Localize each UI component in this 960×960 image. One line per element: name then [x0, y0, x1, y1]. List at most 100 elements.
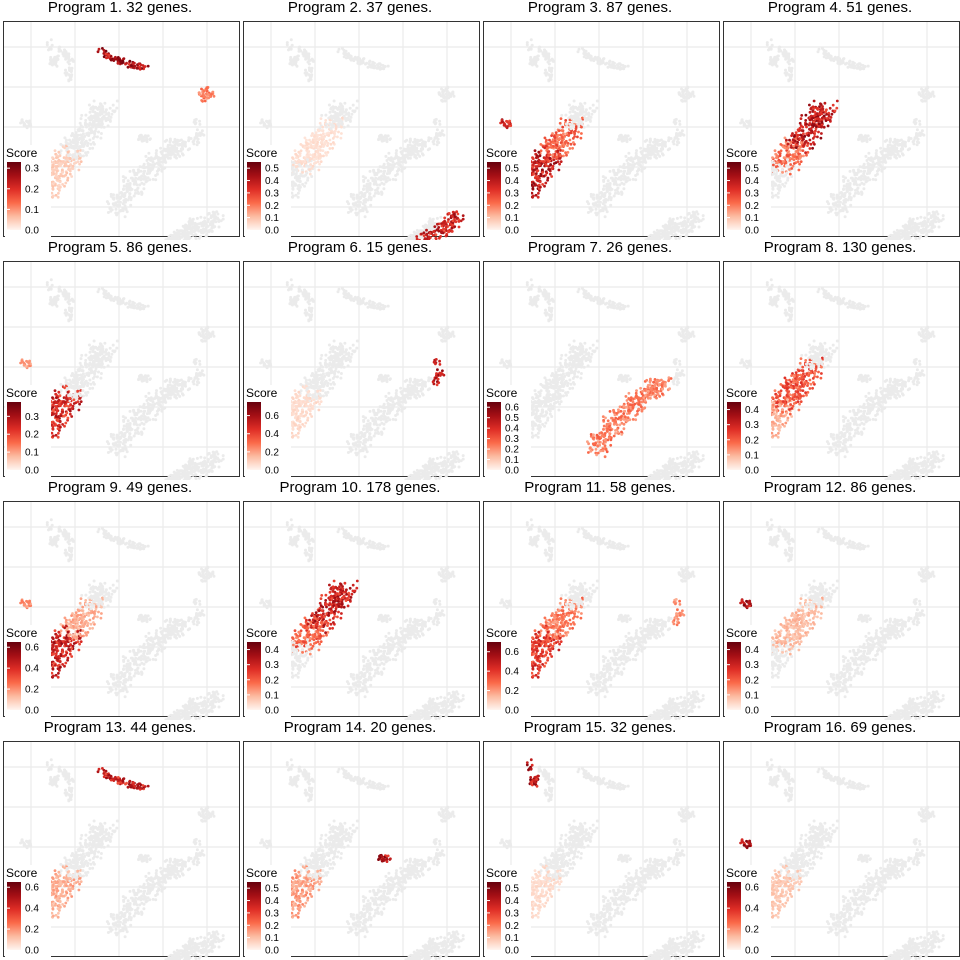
cell-point: [658, 142, 662, 146]
cell-point: [64, 52, 68, 56]
cell-point: [297, 163, 301, 167]
cell-point: [139, 175, 143, 179]
cell-point: [673, 225, 677, 229]
cell-point: [329, 142, 333, 146]
cell-point: [181, 147, 185, 151]
cell-point: [337, 124, 341, 128]
cell-point: [116, 200, 120, 204]
cell-point: [558, 162, 561, 166]
cell-point: [674, 117, 678, 121]
cell-point: [421, 147, 425, 151]
cell-point: [829, 58, 833, 62]
cell-point: [549, 163, 552, 166]
cell-point: [822, 125, 826, 129]
cell-point: [163, 148, 167, 152]
cell-point: [641, 149, 644, 153]
cell-point: [655, 235, 659, 238]
cell-point: [57, 163, 61, 167]
cell-point: [616, 190, 620, 194]
cell-point: [637, 163, 641, 166]
cell-point: [576, 135, 579, 139]
cell-point: [799, 141, 803, 145]
cell-point: [775, 64, 779, 68]
cell-point: [305, 171, 309, 175]
cell-point: [635, 172, 639, 176]
cell-point: [550, 57, 554, 61]
cell-point: [349, 209, 353, 213]
cell-point: [418, 229, 422, 233]
cell-point: [304, 73, 308, 77]
cell-point: [87, 133, 90, 137]
cell-point: [175, 228, 179, 232]
cell-point: [81, 125, 85, 129]
cell-point: [150, 163, 154, 167]
cell-point: [546, 142, 550, 146]
cell-point: [91, 136, 95, 140]
cell-point: [849, 64, 853, 68]
cell-point: [653, 153, 657, 157]
cell-point: [348, 118, 352, 122]
cell-point: [310, 175, 314, 178]
cell-point: [412, 140, 416, 144]
cell-point: [138, 183, 142, 187]
cell-point: [623, 169, 627, 173]
cell-point: [432, 120, 436, 124]
cell-point: [217, 220, 221, 223]
cell-point: [399, 160, 403, 164]
cell-point: [85, 153, 88, 157]
cell-point: [426, 225, 430, 229]
cell-point: [439, 215, 443, 219]
cell-point: [198, 93, 202, 97]
cell-point: [362, 188, 365, 191]
cell-point: [211, 219, 215, 223]
cell-point: [193, 227, 197, 231]
cell-point: [602, 188, 605, 191]
cell-point: [413, 232, 417, 236]
cell-point: [357, 196, 361, 200]
cell-point: [143, 169, 147, 173]
cell-point: [865, 137, 869, 141]
cell-point: [58, 180, 62, 184]
cell-point: [65, 164, 68, 168]
cell-point: [328, 147, 332, 150]
cell-point: [289, 47, 293, 51]
cell-point: [534, 165, 538, 169]
cell-point: [145, 165, 149, 169]
cell-point: [453, 212, 456, 216]
cell-point: [556, 137, 560, 141]
cell-point: [678, 134, 682, 137]
cell-point: [634, 178, 638, 182]
cell-point: [601, 175, 605, 179]
cell-point: [53, 60, 57, 64]
cell-point: [180, 141, 184, 145]
cell-point: [584, 119, 588, 123]
cell-point: [442, 223, 446, 227]
cell-point: [292, 172, 296, 176]
cell-point: [396, 169, 399, 173]
cell-point: [454, 220, 458, 224]
cell-point: [578, 108, 582, 112]
cell-point: [344, 56, 348, 60]
cell-point: [605, 185, 609, 189]
cell-point: [543, 136, 547, 140]
cell-point: [300, 162, 303, 166]
cell-point: [100, 116, 104, 120]
cell-point: [340, 46, 344, 50]
cell-point: [70, 69, 73, 73]
cell-point: [72, 158, 76, 162]
cell-point: [308, 153, 312, 157]
cell-point: [841, 59, 845, 63]
cell-point: [681, 99, 685, 103]
cell-point: [55, 169, 59, 173]
cell-point: [562, 154, 565, 158]
cell-point: [350, 112, 354, 116]
cell-point: [135, 66, 139, 70]
cell-point: [200, 87, 203, 91]
cell-point: [380, 192, 384, 196]
cell-point: [406, 149, 410, 153]
cell-point: [128, 59, 132, 63]
cell-point: [121, 175, 125, 179]
cell-point: [315, 143, 319, 147]
cell-point: [101, 47, 104, 50]
